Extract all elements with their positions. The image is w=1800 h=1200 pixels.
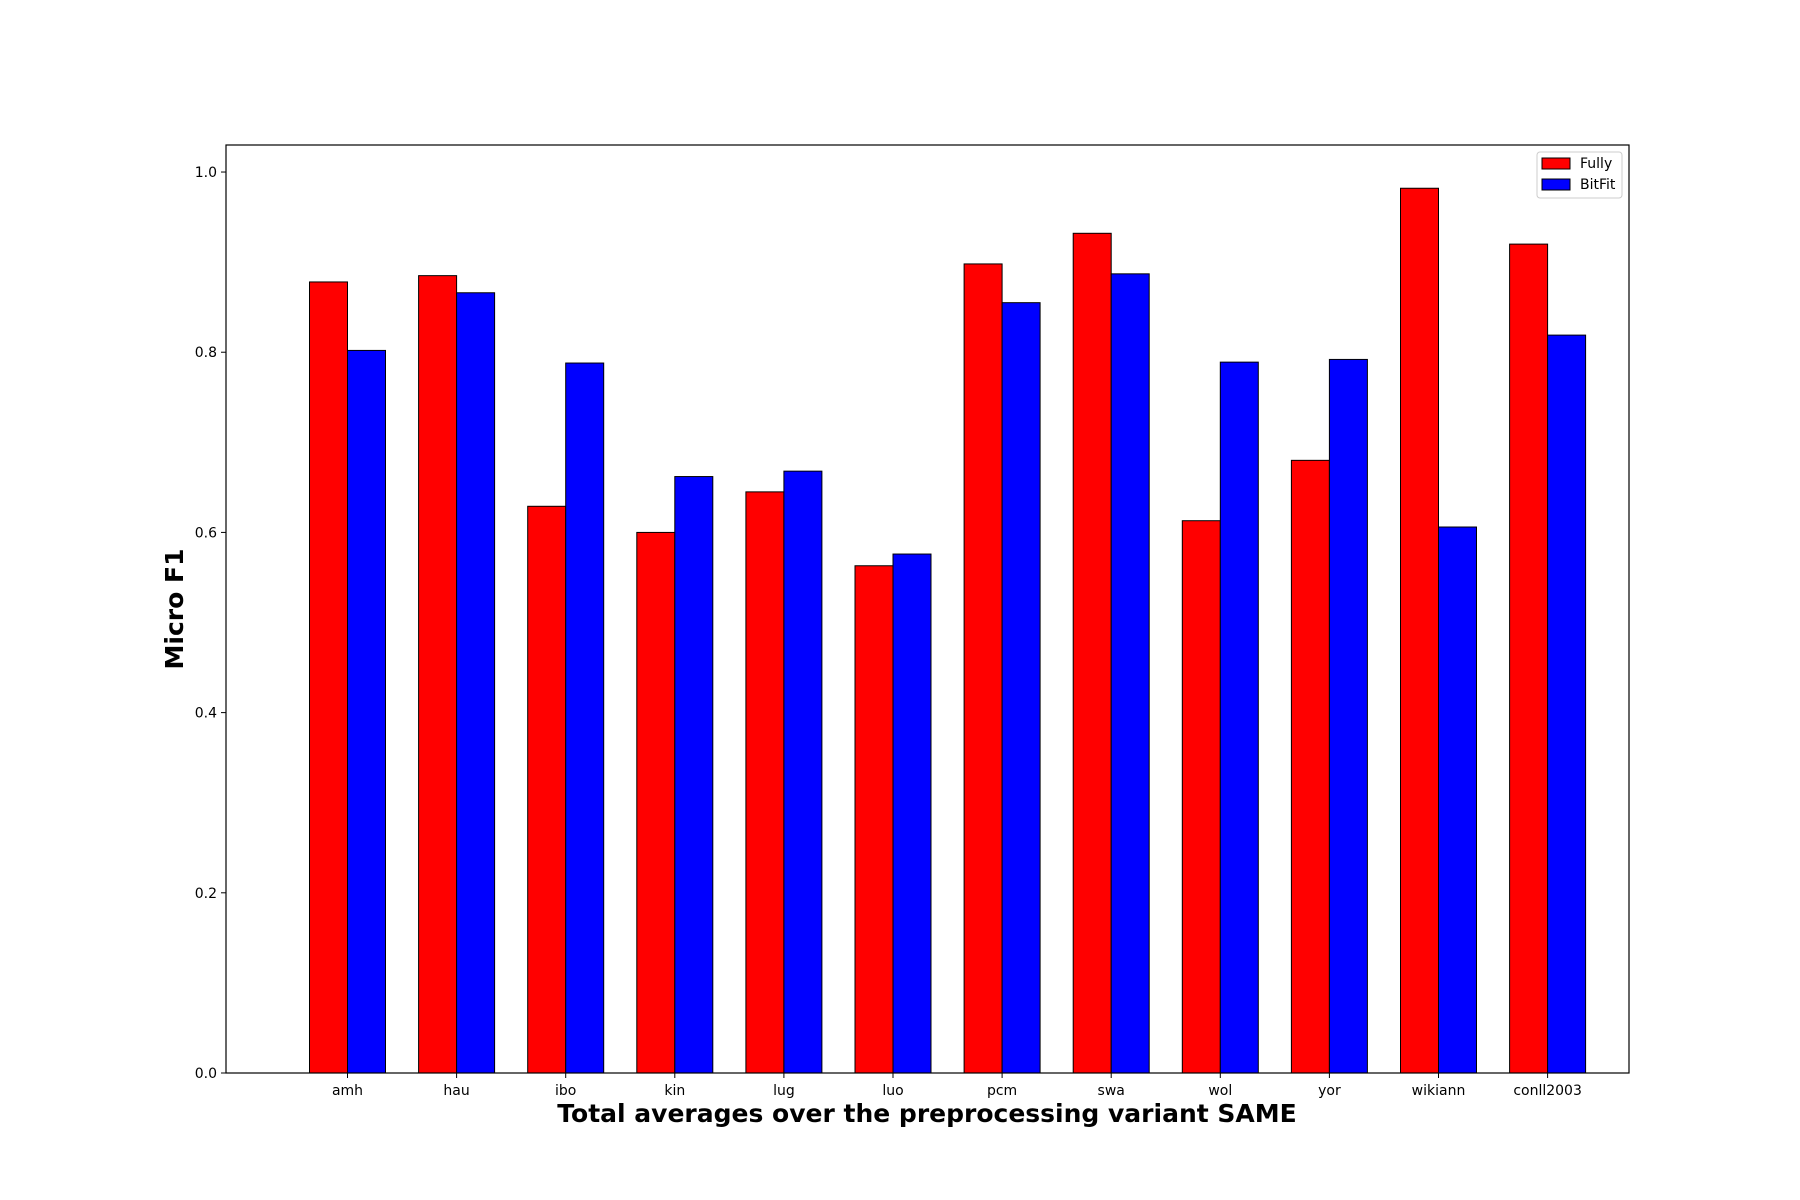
bar-fully-swa	[1072, 232, 1112, 1074]
bar-bitfit-amh	[347, 349, 386, 1074]
y-axis-title: Micro F1	[160, 549, 189, 670]
x-tick-label-yor: yor	[1318, 1083, 1341, 1099]
x-tick-label-pcm: pcm	[987, 1083, 1017, 1099]
bar-bitfit-lug	[783, 470, 823, 1074]
bar-fully-kin	[636, 531, 676, 1074]
bar-fully-amh	[309, 281, 348, 1074]
bar-bitfit-kin	[674, 476, 714, 1074]
y-tick-label: 0.0	[195, 1066, 217, 1082]
bar-fully-yor	[1290, 459, 1330, 1074]
legend: Fully BitFit	[1536, 151, 1623, 199]
legend-label-bitfit: BitFit	[1580, 177, 1616, 193]
plot-frame	[225, 144, 1630, 1074]
bar-bitfit-hau	[456, 292, 496, 1074]
bar-fully-lug	[745, 491, 785, 1074]
x-tick-label-hau: hau	[443, 1083, 469, 1099]
bar-bitfit-swa	[1110, 273, 1150, 1074]
x-tick-label-swa: swa	[1098, 1083, 1125, 1099]
x-tick-label-luo: luo	[882, 1083, 903, 1099]
bar-bitfit-wikiann	[1438, 526, 1477, 1074]
bar-fully-conll2003	[1509, 243, 1549, 1074]
bar-fully-luo	[854, 565, 894, 1074]
y-tick-label: 1.0	[195, 165, 217, 181]
legend-swatch-bitfit	[1541, 178, 1571, 191]
bar-fully-ibo	[527, 505, 567, 1074]
bars-group	[309, 187, 1587, 1074]
bar-bitfit-ibo	[565, 362, 605, 1074]
y-tick-label: 0.4	[195, 706, 217, 722]
bar-fully-pcm	[963, 263, 1003, 1074]
bar-fully-wikiann	[1400, 187, 1439, 1074]
legend-swatch-fully	[1541, 157, 1571, 170]
bar-bitfit-conll2003	[1547, 334, 1587, 1074]
x-tick-label-wikiann: wikiann	[1412, 1083, 1466, 1099]
x-tick-label-lug: lug	[773, 1083, 795, 1099]
bar-bitfit-yor	[1328, 358, 1368, 1074]
bar-bitfit-wol	[1219, 361, 1259, 1074]
x-axis: amh hau ibo kin lug luo pcm swa wol yor wikiann con…	[332, 1073, 1582, 1099]
y-axis: 0.0 0.2 0.4 0.6 0.8 1.0	[195, 165, 226, 1082]
x-tick-label-ibo: ibo	[555, 1083, 576, 1099]
y-tick-label: 0.2	[195, 886, 217, 902]
x-axis-title: Total averages over the preprocessing va…	[557, 1099, 1296, 1128]
bar-bitfit-pcm	[1001, 302, 1041, 1074]
y-tick-label: 0.8	[195, 345, 217, 361]
bar-bitfit-luo	[892, 553, 932, 1074]
legend-label-fully: Fully	[1580, 156, 1612, 172]
bar-fully-hau	[418, 275, 458, 1074]
x-tick-label-conll2003: conll2003	[1513, 1083, 1582, 1099]
bar-fully-wol	[1181, 520, 1221, 1074]
x-tick-label-wol: wol	[1208, 1083, 1232, 1099]
x-tick-label-amh: amh	[332, 1083, 363, 1099]
x-tick-label-kin: kin	[664, 1083, 685, 1099]
y-tick-label: 0.6	[195, 525, 217, 541]
